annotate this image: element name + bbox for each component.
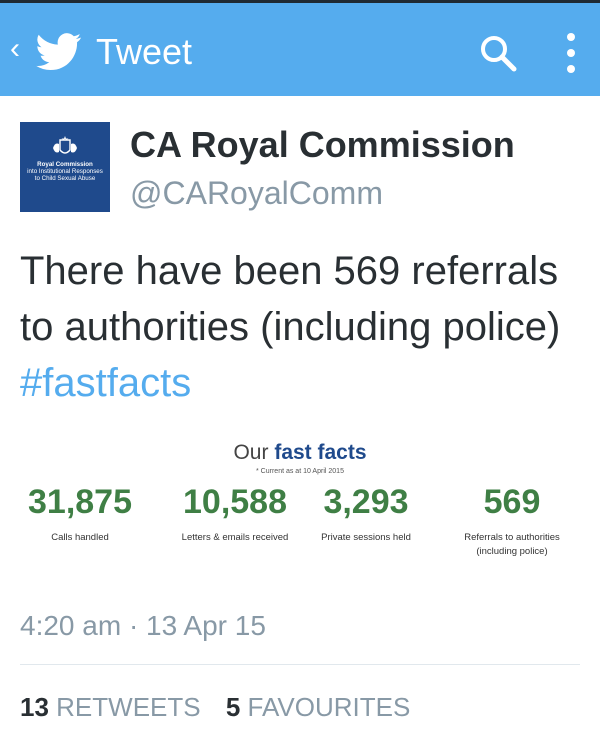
retweets-count[interactable]: 13	[20, 692, 49, 722]
twitter-bird-icon[interactable]	[36, 33, 82, 71]
favourites-count[interactable]: 5	[225, 692, 241, 722]
fast-facts-title-bold: fast facts	[274, 441, 367, 464]
retweets-label[interactable]: RETWEETS	[56, 692, 201, 722]
tweet-timestamp: 4:20 am · 13 Apr 15	[20, 610, 266, 641]
stat-label-letters: Letters & emails received	[181, 532, 289, 543]
stat-label-referrals: Referrals to authorities (including poli…	[450, 531, 574, 559]
stat-value-letters: 10,588	[183, 483, 287, 521]
tweet-body: There have been 569 referrals to authori…	[20, 249, 561, 349]
author-handle[interactable]: @CARoyalComm	[130, 175, 383, 211]
stat-label-referrals-line-1: Referrals to authorities	[464, 532, 560, 543]
stat-value-sessions: 3,293	[323, 483, 409, 521]
fast-facts-image[interactable]: Our fast facts * Current as at 10 April …	[10, 440, 590, 580]
stat-value-calls: 31,875	[28, 483, 132, 521]
avatar-text-line-1: Royal Commission	[37, 161, 93, 168]
coat-of-arms-icon	[53, 136, 77, 154]
tweet-text: There have been 569 referrals to authori…	[20, 243, 590, 411]
hashtag-link[interactable]: #fastfacts	[20, 361, 192, 405]
page-title: Tweet	[96, 31, 193, 72]
stat-label-calls: Calls handled	[51, 532, 109, 543]
search-icon[interactable]	[478, 33, 518, 73]
stat-label-referrals-line-2: (including police)	[476, 546, 548, 557]
app-bar: ‹ Tweet	[0, 0, 600, 96]
divider	[20, 664, 580, 665]
fast-facts-title-prefix: Our	[233, 441, 269, 464]
avatar-text-line-2: into Institutional Responses	[27, 168, 103, 175]
stat-label-sessions: Private sessions held	[321, 532, 411, 543]
avatar-text: Royal Commission into Institutional Resp…	[20, 161, 110, 182]
author-name[interactable]: CA Royal Commission	[130, 124, 515, 165]
favourites-label[interactable]: FAVOURITES	[247, 692, 411, 722]
stat-value-referrals: 569	[483, 483, 541, 521]
back-chevron-icon[interactable]: ‹	[10, 32, 20, 65]
overflow-menu-icon[interactable]	[562, 31, 580, 75]
avatar-text-line-3: to Child Sexual Abuse	[34, 175, 96, 182]
fast-facts-title: Our fast facts	[10, 440, 590, 466]
avatar[interactable]: Royal Commission into Institutional Resp…	[20, 122, 110, 212]
fast-facts-note: * Current as at 10 April 2015	[256, 468, 344, 475]
engagement-stats: 13 RETWEETS 5 FAVOURITES	[20, 690, 410, 724]
